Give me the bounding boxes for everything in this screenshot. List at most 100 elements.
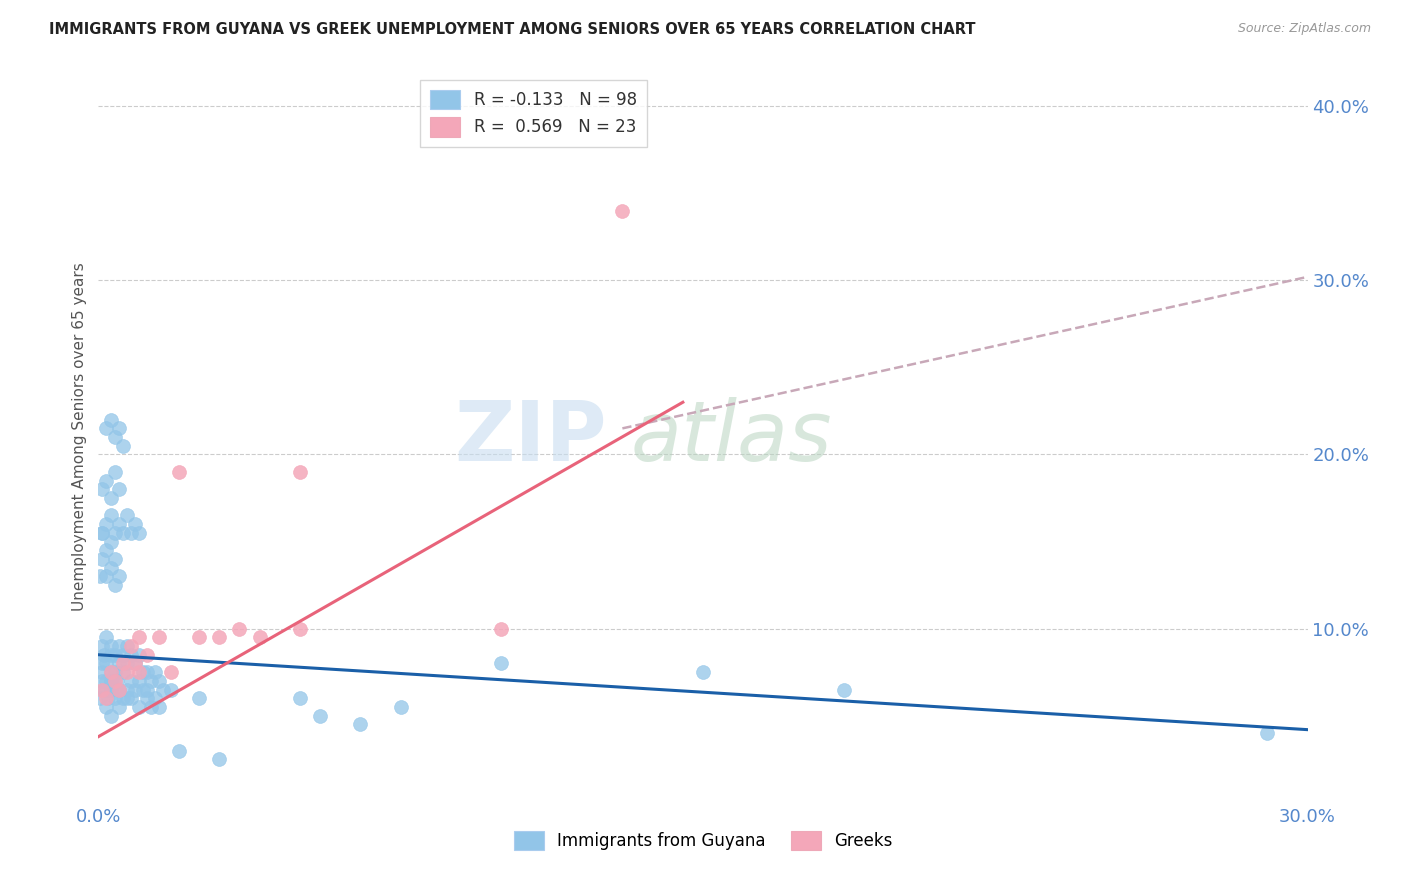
Point <box>107 483 129 497</box>
Point <box>100 508 122 523</box>
Point <box>349 717 371 731</box>
Point <box>124 657 146 671</box>
Point <box>148 700 170 714</box>
Point <box>103 648 125 662</box>
Y-axis label: Unemployment Among Seniors over 65 years: Unemployment Among Seniors over 65 years <box>72 263 87 611</box>
Point <box>115 508 138 523</box>
Point <box>612 203 634 218</box>
Point <box>103 673 125 688</box>
Point <box>111 665 134 680</box>
Point <box>103 691 125 706</box>
Point <box>107 517 129 532</box>
Point <box>128 665 150 680</box>
Point <box>103 525 125 540</box>
Point <box>228 622 250 636</box>
Point <box>111 439 134 453</box>
Point <box>100 412 122 426</box>
Point <box>128 648 150 662</box>
Point <box>89 569 111 583</box>
Legend: Immigrants from Guyana, Greeks: Immigrants from Guyana, Greeks <box>508 824 898 856</box>
Point <box>97 691 120 706</box>
Point <box>91 525 114 540</box>
Point <box>105 673 128 688</box>
Point <box>107 421 129 435</box>
Point <box>111 691 134 706</box>
Point <box>96 673 118 688</box>
Point <box>96 421 118 435</box>
Point <box>128 525 150 540</box>
Point <box>288 465 311 479</box>
Point <box>135 648 157 662</box>
Point <box>188 631 211 645</box>
Point <box>135 682 157 697</box>
Point <box>96 517 118 532</box>
Point <box>288 622 311 636</box>
Text: IMMIGRANTS FROM GUYANA VS GREEK UNEMPLOYMENT AMONG SENIORS OVER 65 YEARS CORRELA: IMMIGRANTS FROM GUYANA VS GREEK UNEMPLOY… <box>49 22 976 37</box>
Point <box>309 708 332 723</box>
Point <box>100 648 122 662</box>
Point <box>128 673 150 688</box>
Point <box>91 657 114 671</box>
Point <box>101 673 124 688</box>
Point <box>100 665 122 680</box>
Point <box>160 682 183 697</box>
Point <box>389 700 412 714</box>
Point <box>160 665 183 680</box>
Point <box>249 631 271 645</box>
Point <box>100 639 122 653</box>
Point <box>135 691 157 706</box>
Point <box>100 673 122 688</box>
Point <box>128 700 150 714</box>
Point <box>103 430 125 444</box>
Point <box>115 639 138 653</box>
Point <box>115 682 138 697</box>
Point <box>167 743 190 757</box>
Point <box>107 639 129 653</box>
Point <box>103 578 125 592</box>
Point <box>91 673 114 688</box>
Point <box>91 665 114 680</box>
Point <box>491 657 513 671</box>
Point <box>491 622 513 636</box>
Point <box>208 631 231 645</box>
Point <box>96 691 118 706</box>
Point <box>143 691 166 706</box>
Point <box>93 682 115 697</box>
Point <box>111 657 134 671</box>
Point <box>128 631 150 645</box>
Point <box>96 631 118 645</box>
Point <box>139 700 162 714</box>
Point <box>103 552 125 566</box>
Point <box>139 673 162 688</box>
Point <box>100 708 122 723</box>
Point <box>832 682 855 697</box>
Point <box>100 491 122 505</box>
Point <box>135 665 157 680</box>
Point <box>120 525 142 540</box>
Point <box>100 534 122 549</box>
Point <box>96 569 118 583</box>
Point <box>100 682 122 697</box>
Point <box>107 700 129 714</box>
Point <box>120 673 142 688</box>
Point <box>91 552 114 566</box>
Point <box>89 691 111 706</box>
Point <box>96 543 118 558</box>
Point <box>96 700 118 714</box>
Point <box>124 517 146 532</box>
Point <box>120 639 142 653</box>
Point <box>120 648 142 662</box>
Text: ZIP: ZIP <box>454 397 606 477</box>
Point <box>100 560 122 574</box>
Point <box>692 665 714 680</box>
Point <box>124 657 146 671</box>
Point <box>91 483 114 497</box>
Point <box>96 682 118 697</box>
Point <box>132 682 155 697</box>
Point <box>111 648 134 662</box>
Point <box>152 682 174 697</box>
Point <box>208 752 231 766</box>
Point <box>93 648 115 662</box>
Point <box>143 665 166 680</box>
Point <box>115 665 138 680</box>
